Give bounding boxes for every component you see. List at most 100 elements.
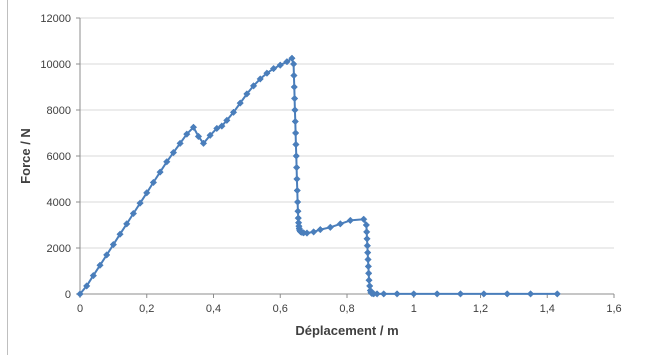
data-point bbox=[363, 228, 371, 236]
data-point bbox=[480, 290, 488, 298]
data-point bbox=[129, 209, 138, 218]
y-tick-label: 4000 bbox=[47, 197, 71, 209]
data-point bbox=[346, 216, 354, 225]
y-tick-label: 0 bbox=[65, 289, 71, 301]
data-point bbox=[249, 82, 258, 90]
data-point bbox=[76, 290, 84, 298]
data-point bbox=[149, 178, 158, 187]
x-tick-label: 0,4 bbox=[206, 303, 221, 315]
data-point bbox=[243, 90, 251, 98]
data-point bbox=[156, 168, 164, 176]
x-tick-label: 0,8 bbox=[339, 303, 354, 315]
data-point bbox=[365, 269, 373, 277]
data-point bbox=[303, 229, 311, 237]
data-point bbox=[553, 290, 561, 298]
data-point bbox=[116, 230, 124, 238]
data-point bbox=[309, 228, 318, 236]
data-point bbox=[293, 186, 301, 195]
x-tick-label: 1,2 bbox=[473, 303, 488, 315]
data-point bbox=[363, 235, 371, 243]
data-point bbox=[293, 175, 301, 183]
data-point bbox=[360, 215, 368, 223]
data-point bbox=[336, 220, 344, 228]
data-point bbox=[206, 131, 214, 139]
data-point bbox=[89, 271, 98, 280]
gridlines bbox=[80, 17, 614, 249]
data-point bbox=[364, 262, 373, 271]
data-point bbox=[290, 83, 298, 91]
data-point bbox=[218, 122, 226, 130]
data-point bbox=[163, 158, 171, 166]
data-point bbox=[96, 261, 104, 269]
data-point bbox=[103, 251, 111, 259]
axes bbox=[76, 17, 615, 298]
data-point bbox=[288, 54, 296, 62]
data-point bbox=[292, 163, 301, 172]
data-point bbox=[293, 198, 302, 206]
data-point bbox=[263, 69, 271, 77]
data-point bbox=[291, 117, 299, 126]
data-point bbox=[292, 140, 300, 149]
x-tick-label: 1,4 bbox=[540, 303, 555, 315]
data-point bbox=[223, 116, 231, 125]
data-point bbox=[364, 255, 372, 264]
data-point bbox=[283, 58, 291, 66]
data-point bbox=[316, 225, 324, 234]
data-point bbox=[526, 290, 535, 298]
series-line bbox=[79, 57, 558, 295]
data-point bbox=[290, 71, 298, 80]
y-tick-labels: 0 2000 4000 6000 8000 10000 12000 bbox=[40, 13, 71, 301]
data-point bbox=[292, 152, 300, 160]
data-point bbox=[433, 290, 441, 298]
data-point bbox=[109, 240, 118, 249]
y-tick-label: 6000 bbox=[47, 151, 71, 163]
x-tick-label: 0,6 bbox=[273, 303, 288, 315]
data-point bbox=[143, 189, 151, 197]
data-point bbox=[194, 132, 203, 141]
data-point bbox=[236, 99, 244, 107]
data-point bbox=[83, 282, 91, 290]
data-point bbox=[363, 242, 372, 250]
data-point bbox=[199, 139, 208, 148]
data-point bbox=[365, 276, 373, 284]
x-tick-label: 0 bbox=[77, 303, 83, 315]
data-point bbox=[189, 123, 198, 131]
data-point bbox=[289, 60, 298, 68]
data-point bbox=[364, 248, 372, 257]
y-tick-label: 8000 bbox=[47, 105, 71, 117]
y-tick-label: 12000 bbox=[40, 13, 71, 25]
data-point bbox=[176, 139, 184, 148]
data-point bbox=[373, 290, 381, 298]
left-divider bbox=[7, 0, 8, 355]
data-point bbox=[290, 94, 299, 103]
y-axis-label: Force / N bbox=[18, 128, 33, 184]
data-point bbox=[393, 290, 401, 298]
data-point bbox=[183, 130, 191, 138]
data-point bbox=[269, 64, 278, 73]
data-point bbox=[256, 75, 264, 83]
data-point bbox=[276, 61, 284, 69]
x-axis-label: Déplacement / m bbox=[295, 323, 398, 338]
x-tick-labels: 0 0,2 0,4 0,6 0,8 1 1,2 1,4 1,6 bbox=[77, 303, 622, 315]
data-point bbox=[169, 148, 178, 157]
data-point bbox=[362, 221, 371, 229]
data-point bbox=[380, 290, 388, 298]
data-point bbox=[456, 290, 465, 298]
y-tick-label: 10000 bbox=[40, 59, 71, 71]
data-point bbox=[410, 290, 418, 298]
data-point bbox=[291, 106, 299, 114]
data-point bbox=[503, 290, 511, 298]
data-point bbox=[229, 108, 238, 116]
data-point bbox=[294, 207, 302, 215]
data-point bbox=[123, 220, 131, 228]
data-series bbox=[76, 54, 561, 298]
x-tick-label: 1 bbox=[411, 303, 417, 315]
x-tick-label: 0,2 bbox=[139, 303, 154, 315]
data-point bbox=[136, 199, 144, 207]
data-point bbox=[213, 124, 221, 133]
y-tick-label: 2000 bbox=[47, 243, 71, 255]
data-point bbox=[326, 223, 334, 231]
data-point bbox=[291, 129, 300, 137]
